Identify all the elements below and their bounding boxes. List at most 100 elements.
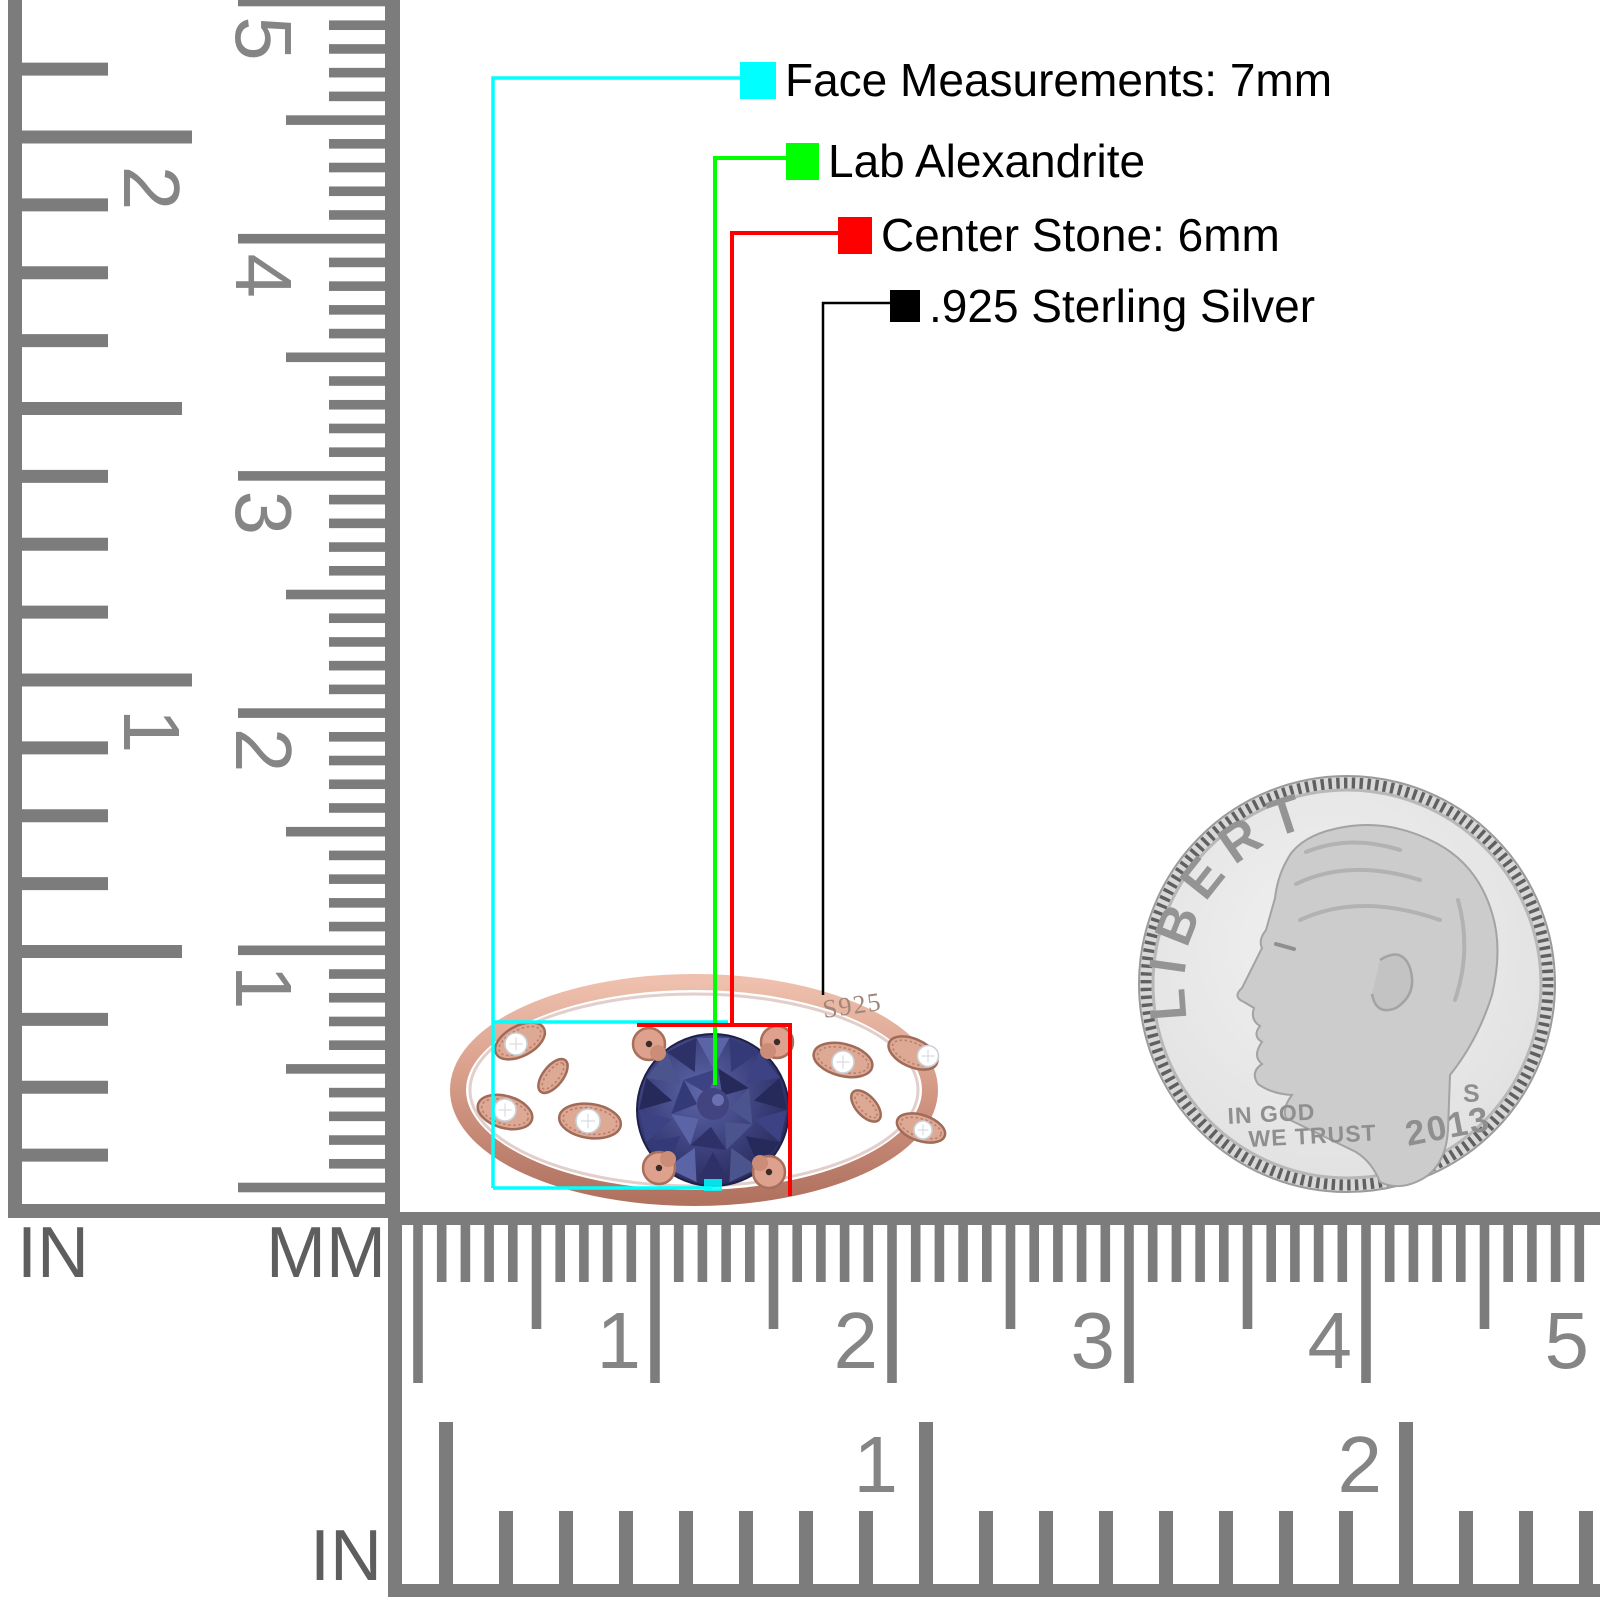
ruler-tick — [329, 281, 385, 291]
gem-facet — [729, 1088, 753, 1125]
ruler-tick — [329, 1016, 385, 1027]
ruler-tick — [1195, 1225, 1205, 1282]
ruler-tick — [329, 684, 385, 695]
ruler-tick — [238, 0, 385, 7]
leaf-accent — [537, 1057, 569, 1095]
ruler-tick — [329, 1158, 385, 1169]
ruler-tick — [413, 1225, 423, 1383]
ruler-tick — [329, 637, 385, 647]
face-measure-label: Face Measurements: 7mm — [785, 54, 1333, 106]
ruler-edge — [388, 1212, 402, 1597]
ruler-tick — [329, 732, 385, 742]
ruler-tick — [329, 162, 385, 173]
ruler-tick — [555, 1225, 565, 1282]
center-stone-label: Center Stone: 6mm — [881, 209, 1280, 261]
roosevelt-portrait — [1236, 824, 1499, 1188]
ruler-tick — [531, 1225, 542, 1329]
prong-ball — [760, 1043, 776, 1059]
gem-table — [697, 1088, 729, 1120]
ruler-number: 5 — [1545, 1296, 1590, 1385]
center-stone-swatch — [838, 216, 872, 254]
ruler-tick — [22, 537, 108, 551]
ruler-tick — [1124, 1225, 1134, 1383]
ruler-tick — [1399, 1422, 1413, 1584]
ruler-tick — [887, 1225, 897, 1383]
ring-band — [450, 974, 938, 1206]
ruler-tick — [1550, 1225, 1561, 1282]
gem-facet — [639, 1110, 673, 1143]
ruler-tick — [329, 494, 385, 505]
ruler-tick — [22, 130, 192, 144]
ruler-tick — [329, 921, 385, 932]
ruler-tick — [286, 115, 385, 125]
gem-facet — [666, 1037, 697, 1073]
ruler-tick — [329, 399, 385, 410]
ruler-tick — [22, 469, 108, 483]
ruler-tick — [650, 1225, 660, 1383]
ring-band-inner-shade — [468, 992, 920, 1188]
ruler-tick — [22, 334, 108, 348]
center-stone-line — [637, 231, 838, 1196]
ruler-tick — [919, 1422, 933, 1584]
leaf-milgrain — [562, 1106, 618, 1136]
diamond-facet-lines — [917, 1124, 929, 1136]
ruler-tick — [329, 328, 385, 339]
ruler-tick — [329, 376, 385, 386]
ruler-tick — [1579, 1511, 1593, 1584]
ruler-tick — [1527, 1225, 1537, 1282]
ruler-tick — [626, 1225, 637, 1282]
gem-facet — [753, 1110, 787, 1143]
ruler-tick — [1147, 1225, 1158, 1282]
ruler-edge — [388, 1584, 1600, 1597]
prong-shadow-dot — [655, 1164, 663, 1172]
ruler-tick — [839, 1225, 850, 1282]
ruler-tick — [329, 755, 385, 766]
annotation-stone-type: Lab Alexandrite — [786, 136, 1145, 187]
gem-facet — [729, 1147, 760, 1183]
gem-facet — [718, 1068, 749, 1096]
gem-highlight — [712, 1094, 724, 1106]
ruler-number: 5 — [219, 16, 308, 61]
ruler-tick — [559, 1511, 573, 1584]
ruler-tick — [1313, 1225, 1324, 1282]
prong-shadow-dot — [773, 1038, 781, 1046]
ruler-tick — [22, 402, 182, 415]
ruler-tick — [768, 1225, 779, 1329]
ruler-tick — [859, 1511, 873, 1584]
ruler-tick — [721, 1225, 731, 1282]
diamond-facet-lines — [498, 1103, 512, 1117]
ruler-tick — [286, 352, 385, 363]
stone-type-swatch — [786, 142, 819, 180]
ruler-tick — [22, 1080, 108, 1094]
ruler-tick — [329, 210, 385, 220]
ruler-tick — [1099, 1511, 1113, 1584]
bottom-ruler-unit-in: IN — [310, 1516, 382, 1596]
ruler-tick — [329, 613, 385, 624]
ruler-tick — [979, 1511, 993, 1584]
ruler-tick — [508, 1225, 518, 1282]
dime-coin: LIBERTY IN GOD WE TRUST S 2013 — [0, 0, 1556, 1193]
ruler-tick — [1100, 1225, 1111, 1282]
coin-motto-line1: IN GOD — [1227, 1098, 1316, 1129]
ruler-tick — [286, 826, 385, 837]
annotation-callout-lines — [491, 76, 890, 1196]
ruler-tick — [460, 1225, 471, 1282]
ruler-tick — [238, 1182, 385, 1193]
leaf-accent — [850, 1089, 882, 1123]
diamond-facet-lines — [580, 1113, 596, 1129]
ruler-number: 1 — [107, 709, 196, 754]
ruler-tick — [329, 969, 385, 979]
ruler-tick — [22, 62, 108, 76]
ruler-tick — [22, 605, 108, 619]
ruler-tick — [910, 1225, 921, 1282]
gem-facet — [646, 1052, 681, 1084]
ruler-tick — [1503, 1225, 1513, 1282]
ruler-tick — [329, 850, 385, 861]
gem-facet — [753, 1077, 787, 1110]
ruler-number: 2 — [1338, 1420, 1383, 1509]
diamond-facet-lines — [921, 1049, 935, 1063]
ruler-tick — [1339, 1511, 1353, 1584]
